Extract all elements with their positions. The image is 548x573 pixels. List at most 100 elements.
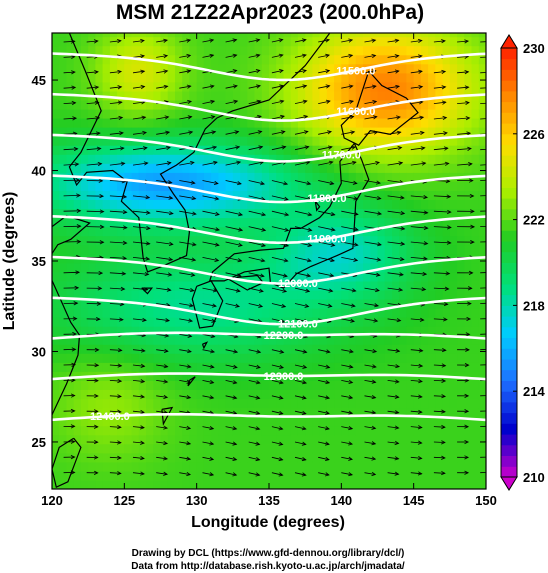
colorbar-frame: [500, 47, 518, 478]
colorbar-step: [501, 316, 517, 328]
x-axis-label: Longitude (degrees): [191, 514, 345, 531]
colorbar-max-arrow: [500, 34, 518, 49]
x-tick-label: 120: [41, 493, 63, 508]
y-tick-label: 40: [32, 164, 46, 179]
colorbar-step: [501, 90, 517, 103]
colorbar-step: [501, 423, 517, 435]
colorbar-step: [501, 305, 517, 317]
colorbar-step: [501, 219, 517, 231]
colorbar-step: [501, 283, 517, 296]
temperature-field: [52, 33, 486, 489]
colorbar-tick-label: 222: [523, 213, 545, 228]
colorbar-step: [501, 251, 517, 263]
contour-line: [52, 412, 486, 422]
colorbar-step: [501, 176, 517, 188]
colorbar-step: [501, 230, 517, 242]
colorbar-tick-label: 210: [523, 470, 545, 485]
contour-label: 12000.0: [278, 278, 318, 290]
colorbar-step: [501, 262, 517, 274]
coastline: [201, 341, 209, 350]
coastline: [52, 437, 82, 489]
colorbar-step: [501, 241, 517, 253]
colorbar-tick-label: 230: [523, 41, 545, 56]
y-tick-label: 30: [32, 344, 46, 359]
colorbar-step: [501, 466, 517, 478]
wind-vectors: [63, 38, 486, 477]
x-tick-label: 150: [475, 493, 497, 508]
colorbar-step: [501, 155, 517, 167]
credit-data: Data from http://database.rish.kyoto-u.a…: [131, 561, 405, 572]
colorbar-step: [501, 187, 517, 199]
contour-line: [52, 296, 486, 326]
colorbar-step: [501, 434, 517, 446]
contour-label: 12200.0: [264, 330, 304, 342]
contour-line: [52, 92, 486, 122]
colorbar-step: [501, 69, 517, 81]
contour-line: [52, 255, 486, 285]
coastline: [314, 200, 321, 212]
colorbar-tick-label: 218: [523, 298, 545, 313]
contour-label: 11600.0: [336, 106, 375, 118]
contour-label: 11800.0: [307, 193, 346, 205]
colorbar-step: [501, 112, 517, 124]
colorbar-step: [501, 144, 517, 156]
colorbar-step: [501, 348, 517, 360]
colorbar-step: [501, 133, 517, 145]
colorbar-step: [501, 401, 517, 414]
contour-line: [52, 133, 486, 163]
y-tick-label: 25: [32, 435, 46, 450]
colorbar-step: [501, 101, 517, 113]
contour-label: 11700.0: [322, 150, 361, 162]
colorbar-step: [501, 337, 517, 349]
y-axis: 25 30 35 40 45: [32, 73, 486, 450]
x-tick-label: 135: [258, 493, 280, 508]
colorbar-step: [501, 369, 517, 381]
contour-label: 12100.0: [278, 319, 318, 331]
colorbar-step: [501, 198, 517, 210]
contour-label: 11900.0: [307, 234, 346, 246]
colorbar-step: [501, 326, 517, 339]
contour-label: 12300.0: [264, 371, 304, 383]
colorbar-tick-label: 214: [523, 384, 545, 399]
x-tick-label: 125: [113, 493, 135, 508]
contour-line: [52, 215, 486, 245]
colorbar-step: [501, 166, 517, 178]
coastline: [340, 70, 419, 146]
colorbar-step: [501, 444, 517, 456]
x-tick-label: 145: [403, 493, 425, 508]
colorbar-step: [501, 123, 517, 135]
colorbar-step: [501, 208, 517, 221]
y-tick-label: 45: [32, 73, 46, 88]
colorbar-step: [501, 359, 517, 371]
height-contours: 11500.0 11600.0 11700.0 11800.0 11900.0 12000…: [52, 52, 486, 423]
contour-line: [52, 174, 486, 204]
colorbar: 210 214 218 222 226 230: [500, 34, 545, 491]
contour-label: 11500.0: [336, 65, 375, 77]
contour-line: [52, 52, 486, 82]
x-axis: 120 125 130 135 140 145 150: [41, 33, 497, 508]
colorbar-step: [501, 48, 517, 60]
colorbar-step: [501, 412, 517, 424]
coastline: [228, 274, 265, 291]
y-axis-label: Latitude (degrees): [1, 192, 18, 331]
colorbar-step: [501, 273, 517, 285]
contour-line: [52, 331, 486, 340]
colorbar-min-arrow: [500, 476, 518, 491]
colorbar-step: [501, 80, 517, 92]
credit-drawing: Drawing by DCL (https://www.gfd-dennou.o…: [132, 548, 405, 559]
coastline: [191, 280, 224, 329]
contour-line: [52, 372, 486, 381]
chart-title: MSM 21Z22Apr2023 (200.0hPa): [116, 1, 424, 24]
coastline: [52, 215, 91, 416]
colorbar-step: [501, 455, 517, 467]
y-tick-label: 35: [32, 254, 46, 269]
colorbar-step: [501, 58, 517, 70]
coastline: [161, 406, 174, 426]
colorbar-tick-label: 226: [523, 127, 545, 142]
colorbar-step: [501, 391, 517, 403]
x-tick-label: 140: [330, 493, 352, 508]
plot-area: 11500.0 11600.0 11700.0 11800.0 11900.0 12000…: [51, 32, 487, 490]
x-tick-label: 130: [186, 493, 208, 508]
contour-label: 12400.0: [90, 411, 130, 423]
